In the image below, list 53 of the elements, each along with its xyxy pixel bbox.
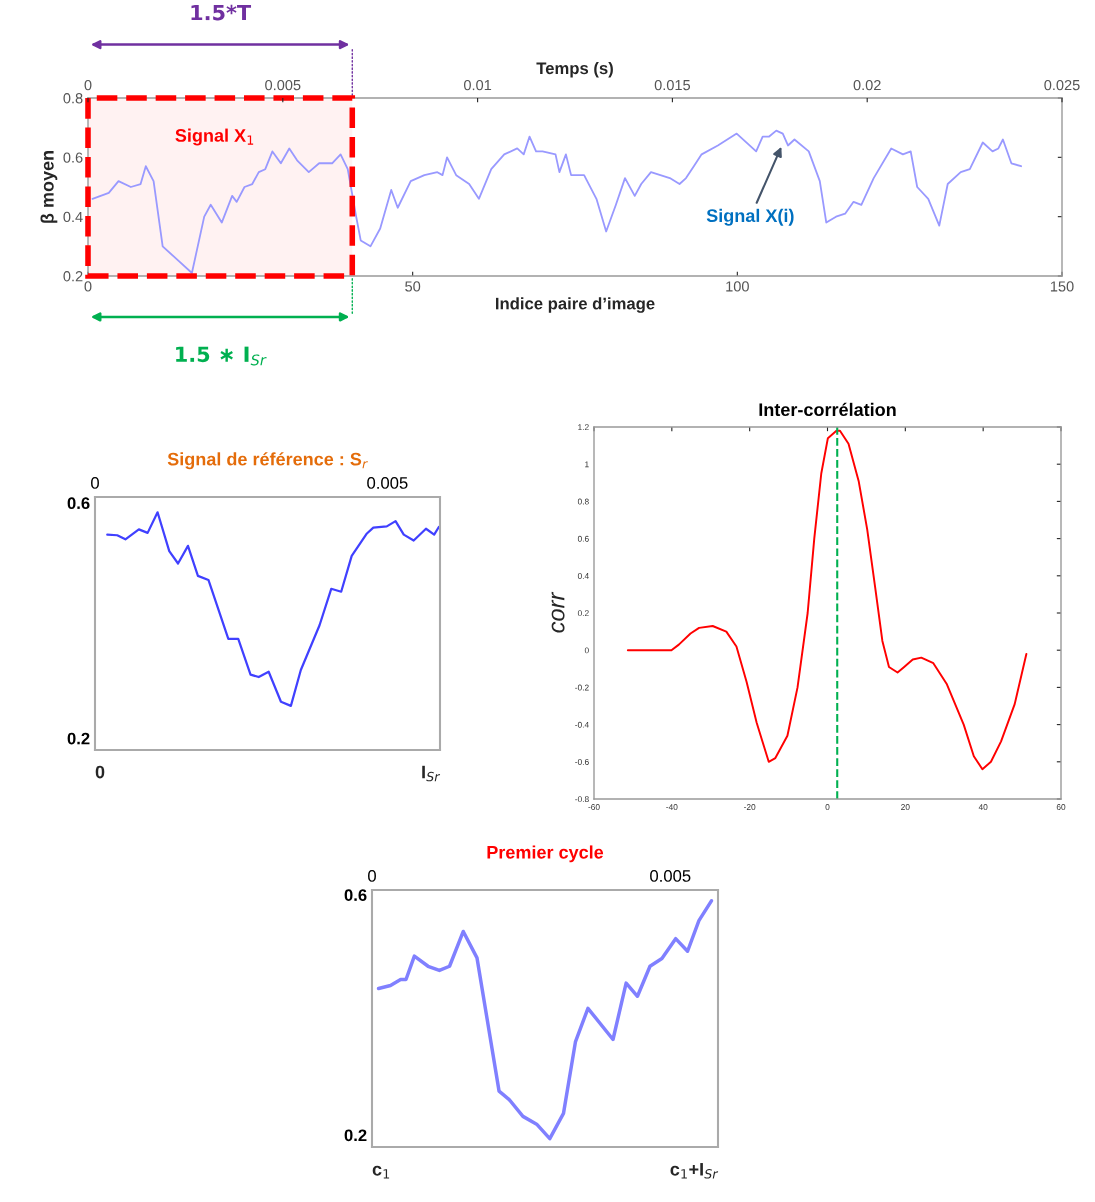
y-tick-label: 0.2 [577,610,589,617]
y-axis-title: corr [551,591,565,633]
y-axis-title: β moyen [40,151,58,223]
annotation: Signal X(i) [706,208,794,226]
x-tick-label: 50 [405,281,421,292]
y-tick-label: 0.6 [67,497,90,510]
x2-tick-label: 0.005 [265,79,301,91]
line-series [106,511,440,707]
x-tick-label: 0 [825,804,830,810]
y-tick-label: 0.2 [344,1129,367,1142]
x-tick-label: -20 [744,804,756,810]
y-tick-label: -0.8 [575,796,589,803]
x-tick-label: -60 [588,804,600,810]
y-tick-label: -0.6 [575,759,589,765]
band-label: Signal X$_{1}$ [175,128,254,146]
x-tick-label: 150 [1050,281,1074,292]
x2-tick-label: 0.015 [654,79,691,91]
x2-tick-label: 0.025 [1044,79,1080,91]
y-tick-label: 0.8 [63,93,83,104]
text: c$_{1}$ [372,1165,390,1179]
text: 1.5 ∗ I$_{Sr}$ [176,346,267,366]
text: c$_{1}$+I$_{Sr}$ [670,1163,719,1179]
y-tick-label: -0.4 [575,721,589,728]
x2-axis-title: Temps (s) [536,61,613,78]
y-tick-label: 0.6 [63,152,83,163]
y-tick-label: 0.4 [63,211,83,223]
text: I$_{Sr}$ [422,765,441,782]
x-tick-label: 100 [726,281,749,292]
chart-title: Signal de référence : S$_{r}$ [167,452,368,470]
y-tick-label: 0 [584,647,589,654]
x-tick-label: -40 [666,804,678,810]
x2-tick-label: 0.02 [853,79,881,91]
y-tick-label: 0.6 [344,889,367,902]
y-tick-label: 0.2 [67,732,90,745]
line-series [626,429,1028,771]
text: 1.5*T [191,4,252,21]
x-axis-title: Indice paire d’image [496,297,655,313]
x-tick-label: 20 [901,804,910,810]
x-tick-label: 60 [1056,804,1066,810]
chart-title: Inter-corrélation [759,402,896,417]
line-series [376,899,714,1141]
y-tick-label: 1.2 [578,424,589,431]
y-tick-label: 0.6 [577,535,589,542]
y-tick-label: 0.8 [577,498,589,505]
y-tick-label: 0.2 [63,271,83,282]
x2-tick-label: 0.01 [463,79,492,91]
y-tick-label: 1 [585,461,589,468]
y-tick-label: -0.2 [575,684,589,691]
text: 0 [95,765,105,779]
chart-title: Premier cycle [487,845,604,863]
y-tick-label: 0.4 [577,573,589,579]
line-series [91,129,1022,274]
x-tick-label: 40 [978,804,988,810]
